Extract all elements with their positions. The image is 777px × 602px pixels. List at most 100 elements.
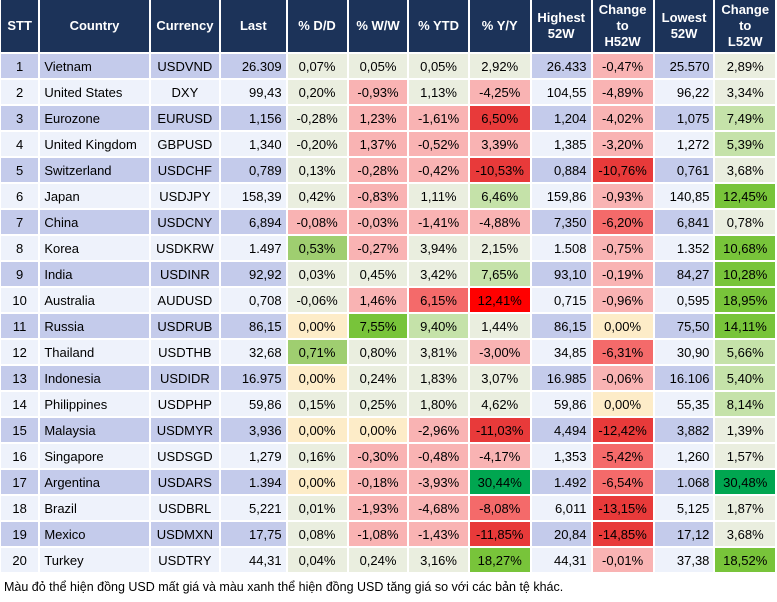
cell-pct-ytd: 3,94% (409, 236, 468, 260)
cell-pct-ww: -1,08% (348, 522, 408, 546)
cell-pct-ytd: 0,05% (409, 54, 468, 78)
cell-change-to-l52w: 30,48% (715, 470, 775, 494)
cell-change-to-h52w: -0,01% (592, 548, 653, 572)
cell-pct-ww: -0,03% (348, 210, 408, 234)
cell-highest-52w: 6,011 (531, 496, 591, 520)
header-pct-ytd: % YTD (409, 0, 468, 52)
cell-last: 5,221 (221, 496, 286, 520)
currency-table: STT Country Currency Last% D/D% W/W% YTD% Y… (1, 0, 775, 572)
cell-currency: USDJPY (150, 184, 220, 208)
cell-change-to-l52w: 1,57% (715, 444, 775, 468)
cell-country: Philippines (40, 392, 149, 416)
cell-country: Switzerland (40, 158, 149, 182)
cell-highest-52w: 1.508 (531, 236, 591, 260)
cell-highest-52w: 20,84 (531, 522, 591, 546)
cell-pct-ytd: 1,11% (409, 184, 468, 208)
header-lowest-52w: Lowest 52W (654, 0, 714, 52)
cell-stt: 13 (1, 366, 39, 390)
cell-last: 59,86 (221, 392, 286, 416)
cell-currency: USDCHF (150, 158, 220, 182)
cell-change-to-l52w: 18,52% (715, 548, 775, 572)
cell-pct-ww: -0,28% (348, 158, 408, 182)
cell-highest-52w: 44,31 (531, 548, 591, 572)
cell-currency: USDINR (150, 262, 220, 286)
cell-change-to-h52w: -0,75% (592, 236, 653, 260)
cell-country: Singapore (40, 444, 149, 468)
cell-change-to-l52w: 5,40% (715, 366, 775, 390)
cell-highest-52w: 59,86 (531, 392, 591, 416)
cell-pct-ww: -0,30% (348, 444, 408, 468)
cell-pct-ytd: -1,43% (409, 522, 468, 546)
cell-currency: AUDUSD (150, 288, 220, 312)
cell-pct-ww: -0,18% (348, 470, 408, 494)
cell-pct-ytd: 1,83% (409, 366, 468, 390)
cell-lowest-52w: 6,841 (654, 210, 714, 234)
header-pct-ww: % W/W (348, 0, 408, 52)
cell-stt: 10 (1, 288, 39, 312)
cell-pct-yy: -8,08% (469, 496, 530, 520)
header-currency: Currency (150, 0, 220, 52)
cell-pct-ww: 0,05% (348, 54, 408, 78)
cell-pct-ytd: 6,15% (409, 288, 468, 312)
cell-stt: 8 (1, 236, 39, 260)
cell-stt: 3 (1, 106, 39, 130)
cell-stt: 1 (1, 54, 39, 78)
cell-lowest-52w: 1,075 (654, 106, 714, 130)
cell-currency: USDKRW (150, 236, 220, 260)
table-row: 17 Argentina USDARS 1.394 0,00% -0,18% -3,93% 3… (1, 470, 775, 494)
cell-change-to-h52w: -0,06% (592, 366, 653, 390)
cell-change-to-h52w: -6,20% (592, 210, 653, 234)
cell-pct-dd: 0,00% (287, 314, 347, 338)
cell-currency: USDPHP (150, 392, 220, 416)
cell-change-to-h52w: -14,85% (592, 522, 653, 546)
cell-pct-ww: 0,24% (348, 548, 408, 572)
cell-highest-52w: 16.985 (531, 366, 591, 390)
cell-country: India (40, 262, 149, 286)
cell-last: 1,340 (221, 132, 286, 156)
cell-pct-ytd: 3,81% (409, 340, 468, 364)
cell-pct-yy: 3,07% (469, 366, 530, 390)
cell-country: Thailand (40, 340, 149, 364)
cell-change-to-l52w: 5,39% (715, 132, 775, 156)
cell-pct-yy: -11,03% (469, 418, 530, 442)
cell-last: 158,39 (221, 184, 286, 208)
header-change-to-l52w: Change to L52W (715, 0, 775, 52)
header-stt: STT (1, 0, 39, 52)
cell-change-to-l52w: 10,28% (715, 262, 775, 286)
cell-country: Argentina (40, 470, 149, 494)
table-row: 19 Mexico USDMXN 17,75 0,08% -1,08% -1,43% -11,… (1, 522, 775, 546)
cell-change-to-h52w: -5,42% (592, 444, 653, 468)
cell-change-to-l52w: 10,68% (715, 236, 775, 260)
cell-last: 1,156 (221, 106, 286, 130)
table-row: 7 China USDCNY 6,894 -0,08% -0,03% -1,41% -4,88… (1, 210, 775, 234)
cell-country: Turkey (40, 548, 149, 572)
cell-change-to-h52w: -13,15% (592, 496, 653, 520)
cell-change-to-h52w: -4,02% (592, 106, 653, 130)
cell-last: 1.394 (221, 470, 286, 494)
cell-pct-yy: -4,88% (469, 210, 530, 234)
cell-pct-dd: 0,53% (287, 236, 347, 260)
cell-pct-yy: 7,65% (469, 262, 530, 286)
cell-pct-ytd: -3,93% (409, 470, 468, 494)
cell-pct-dd: -0,06% (287, 288, 347, 312)
cell-pct-dd: 0,00% (287, 470, 347, 494)
cell-lowest-52w: 1.068 (654, 470, 714, 494)
cell-change-to-l52w: 7,49% (715, 106, 775, 130)
cell-pct-ww: -0,93% (348, 80, 408, 104)
table-row: 6 Japan USDJPY 158,39 0,42% -0,83% 1,11% 6,46% 1… (1, 184, 775, 208)
cell-stt: 4 (1, 132, 39, 156)
cell-pct-yy: 30,44% (469, 470, 530, 494)
header-pct-dd: % D/D (287, 0, 347, 52)
cell-currency: USDRUB (150, 314, 220, 338)
table-row: 20 Turkey USDTRY 44,31 0,04% 0,24% 3,16% 18,27%… (1, 548, 775, 572)
cell-pct-dd: 0,07% (287, 54, 347, 78)
cell-pct-yy: 2,15% (469, 236, 530, 260)
table-row: 3 Eurozone EURUSD 1,156 -0,28% 1,23% -1,61% 6,5… (1, 106, 775, 130)
cell-stt: 7 (1, 210, 39, 234)
cell-pct-dd: 0,01% (287, 496, 347, 520)
cell-pct-yy: -4,25% (469, 80, 530, 104)
cell-change-to-l52w: 3,68% (715, 158, 775, 182)
cell-highest-52w: 104,55 (531, 80, 591, 104)
table-row: 1 Vietnam USDVND 26.309 0,07% 0,05% 0,05% 2,92%… (1, 54, 775, 78)
cell-pct-yy: 18,27% (469, 548, 530, 572)
